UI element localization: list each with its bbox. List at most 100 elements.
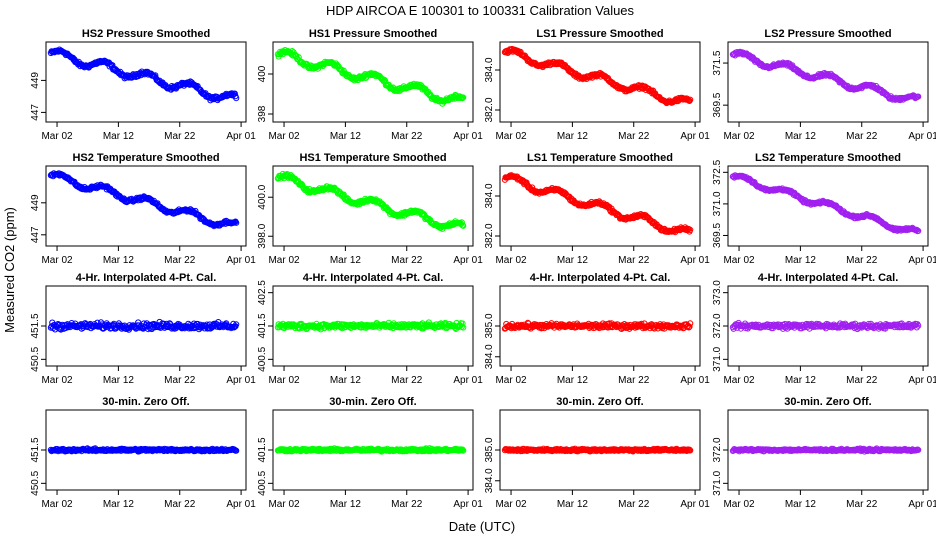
data-point xyxy=(148,325,155,333)
x-tick-label: Mar 12 xyxy=(103,499,135,510)
x-tick-label: Mar 12 xyxy=(103,375,135,386)
x-tick-label: Mar 12 xyxy=(103,131,135,142)
y-tick-label: 398 xyxy=(257,105,268,122)
panel-title: LS1 Temperature Smoothed xyxy=(527,152,673,164)
y-tick-label: 384.0 xyxy=(484,344,495,369)
y-tick-label: 384.0 xyxy=(484,468,495,493)
y-tick-label: 371.0 xyxy=(712,346,723,371)
x-tick-label: Mar 12 xyxy=(785,499,817,510)
x-tick-label: Mar 12 xyxy=(103,255,135,266)
data-point xyxy=(304,189,312,196)
y-tick-label: 372.5 xyxy=(712,159,723,184)
x-tick-label: Mar 22 xyxy=(391,375,423,386)
data-point xyxy=(915,227,922,234)
x-tick-label: Mar 22 xyxy=(391,131,423,142)
x-tick-label: Mar 02 xyxy=(495,375,527,386)
y-tick-label: 447 xyxy=(30,104,41,121)
y-tick-label: 450.5 xyxy=(30,346,41,371)
y-tick-label: 400.0 xyxy=(257,184,268,209)
data-series-HS1 xyxy=(274,170,467,232)
panel-16: 30-min. Zero Off. Mar 02 Mar 12 Mar 22 Apr 0… xyxy=(712,396,936,510)
data-point xyxy=(458,219,465,226)
x-tick-label: Mar 12 xyxy=(785,131,817,142)
data-point xyxy=(687,226,694,233)
x-tick-label: Apr 01 xyxy=(226,131,256,142)
y-tick-label: 369.5 xyxy=(712,92,723,117)
y-axis-label: Measured CO2 (ppm) xyxy=(2,207,17,333)
panel-title: 30-min. Zero Off. xyxy=(784,396,871,408)
y-tick-label: 401.5 xyxy=(257,437,268,462)
data-series-LS1 xyxy=(501,45,694,107)
panel-15: 30-min. Zero Off. Mar 02 Mar 12 Mar 22 Apr 0… xyxy=(484,396,710,510)
x-tick-label: Apr 01 xyxy=(680,131,710,142)
y-tick-label: 385.0 xyxy=(484,313,495,338)
x-tick-label: Mar 02 xyxy=(41,499,73,510)
y-tick-label: 400.5 xyxy=(257,470,268,495)
data-series-LS1 xyxy=(501,319,694,332)
x-tick-label: Mar 02 xyxy=(495,255,527,266)
x-tick-label: Mar 22 xyxy=(164,131,196,142)
y-tick-label: 382.0 xyxy=(484,97,495,122)
panel-6: HS1 Temperature Smoothed Mar 02 Mar 12 Mar … xyxy=(257,152,483,266)
x-tick-label: Apr 01 xyxy=(453,255,483,266)
data-series-HS2 xyxy=(47,170,240,230)
panel-grid: HS2 Pressure Smoothed Mar 02 Mar 12 Mar 22 A… xyxy=(30,28,936,510)
panel-11: 4-Hr. Interpolated 4-Pt. Cal. Mar 02 Mar 1… xyxy=(484,272,710,386)
x-tick-label: Mar 12 xyxy=(330,499,362,510)
y-tick-label: 447 xyxy=(30,226,41,243)
x-tick-label: Mar 12 xyxy=(785,255,817,266)
x-tick-label: Apr 01 xyxy=(908,499,936,510)
panel-title: 30-min. Zero Off. xyxy=(556,396,643,408)
y-tick-label: 451.5 xyxy=(30,313,41,338)
panel-2: HS1 Pressure Smoothed Mar 02 Mar 12 Mar 22 A… xyxy=(257,28,483,142)
x-tick-label: Apr 01 xyxy=(226,499,256,510)
panel-title: LS2 Temperature Smoothed xyxy=(755,152,901,164)
x-tick-label: Apr 01 xyxy=(680,375,710,386)
x-tick-label: Apr 01 xyxy=(453,131,483,142)
panel-frame xyxy=(727,165,929,247)
y-tick-label: 450.5 xyxy=(30,470,41,495)
panel-title: 4-Hr. Interpolated 4-Pt. Cal. xyxy=(758,272,899,284)
panel-12: 4-Hr. Interpolated 4-Pt. Cal. Mar 02 Mar 1… xyxy=(712,272,936,386)
y-tick-label: 373.0 xyxy=(712,280,723,305)
data-point xyxy=(531,188,538,195)
panel-title: 4-Hr. Interpolated 4-Pt. Cal. xyxy=(303,272,444,284)
data-point xyxy=(826,72,833,79)
y-tick-label: 385.0 xyxy=(484,437,495,462)
x-tick-label: Apr 01 xyxy=(453,499,483,510)
x-tick-label: Apr 01 xyxy=(908,375,936,386)
data-series-HS2 xyxy=(47,46,240,104)
data-point xyxy=(420,210,427,217)
x-tick-label: Mar 02 xyxy=(268,499,300,510)
data-series-LS1 xyxy=(501,172,694,236)
x-tick-label: Mar 12 xyxy=(557,375,589,386)
y-tick-label: 451.5 xyxy=(30,437,41,462)
x-tick-label: Mar 02 xyxy=(268,131,300,142)
data-point xyxy=(915,93,922,100)
x-tick-label: Mar 02 xyxy=(41,255,73,266)
x-tick-label: Mar 22 xyxy=(391,499,423,510)
x-tick-label: Mar 22 xyxy=(618,131,650,142)
x-tick-label: Mar 22 xyxy=(618,255,650,266)
x-tick-label: Mar 02 xyxy=(41,375,73,386)
panel-title: HS1 Temperature Smoothed xyxy=(299,152,446,164)
panel-title: 4-Hr. Interpolated 4-Pt. Cal. xyxy=(76,272,217,284)
data-series-HS1 xyxy=(274,445,467,455)
data-series-LS2 xyxy=(729,48,922,104)
panel-title: HS2 Pressure Smoothed xyxy=(82,28,210,40)
panel-title: HS1 Pressure Smoothed xyxy=(309,28,437,40)
x-tick-label: Mar 02 xyxy=(495,131,527,142)
x-tick-label: Mar 22 xyxy=(846,131,878,142)
panel-frame xyxy=(272,165,474,247)
x-tick-label: Apr 01 xyxy=(908,255,936,266)
data-point xyxy=(109,62,116,69)
panel-13: 30-min. Zero Off. Mar 02 Mar 12 Mar 22 Apr 0… xyxy=(30,396,256,510)
data-series-LS2 xyxy=(729,172,922,235)
data-point xyxy=(460,94,467,101)
x-tick-label: Mar 12 xyxy=(557,131,589,142)
data-point xyxy=(233,219,240,226)
data-point xyxy=(868,83,875,90)
data-series-HS2 xyxy=(47,445,240,455)
data-point xyxy=(233,95,240,102)
x-tick-label: Mar 22 xyxy=(164,255,196,266)
